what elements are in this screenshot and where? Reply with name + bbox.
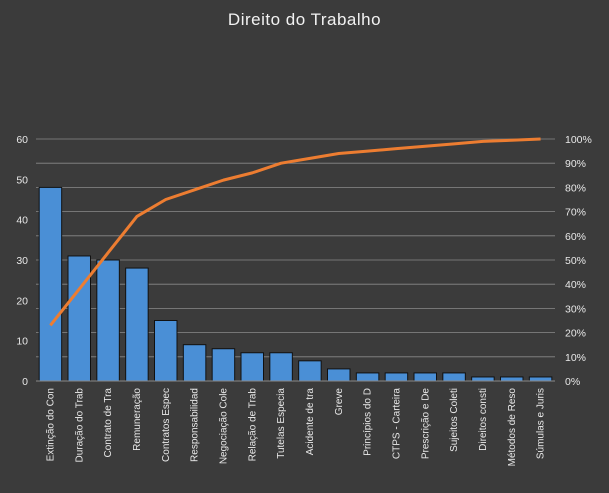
bar xyxy=(528,376,553,382)
category-label: Duração do Trab xyxy=(74,388,85,463)
category-label: Contrato de Tra xyxy=(103,388,114,458)
left-axis-tick-label: 0 xyxy=(22,376,28,388)
right-axis-tick-label: 0% xyxy=(565,376,580,388)
category-label: Remuneração xyxy=(132,388,143,451)
category-label: Responsabilidad xyxy=(190,388,201,462)
right-axis-tick-label: 40% xyxy=(565,279,586,291)
category-label: Greve xyxy=(334,388,345,416)
cumulative-line xyxy=(49,137,541,327)
category-label: Princípios do D xyxy=(363,388,374,456)
bar xyxy=(500,376,524,382)
bar xyxy=(125,267,149,382)
category-label: Métodos de Reso xyxy=(507,388,518,467)
right-axis-tick-label: 70% xyxy=(565,207,586,219)
bar xyxy=(355,372,380,382)
bar xyxy=(96,259,120,382)
bar xyxy=(413,372,437,382)
category-label: Negociação Cole xyxy=(218,388,229,465)
bar xyxy=(211,348,236,382)
left-axis-tick-label: 30 xyxy=(16,255,28,267)
left-axis-tick-label: 60 xyxy=(16,134,28,146)
bar xyxy=(384,372,409,382)
bar xyxy=(38,186,63,382)
right-axis-tick-label: 60% xyxy=(565,231,586,243)
right-axis-tick-label: 10% xyxy=(565,352,586,364)
bar xyxy=(154,320,178,382)
left-axis-tick-label: 40 xyxy=(16,215,28,227)
bar xyxy=(67,255,91,382)
bar xyxy=(327,368,351,382)
category-label: Sujeitos Coleti xyxy=(449,388,460,452)
category-label: Extinção do Con xyxy=(45,388,56,461)
category-label: Súmulas e Juris xyxy=(536,388,547,459)
category-label: Contratos Espec xyxy=(161,388,172,462)
category-label: CTPS - Carteira xyxy=(391,388,402,460)
right-axis-tick-label: 100% xyxy=(565,134,592,146)
category-label: Acidente de tra xyxy=(305,388,316,456)
category-label: Relação de Trab xyxy=(247,388,258,462)
bar xyxy=(269,352,293,382)
category-label: Tutelas Especia xyxy=(276,388,287,459)
bar xyxy=(442,372,466,382)
bar xyxy=(182,344,207,382)
right-axis-tick-label: 20% xyxy=(565,328,586,340)
right-axis-tick-label: 50% xyxy=(565,255,586,267)
left-axis-tick-label: 10 xyxy=(16,336,28,348)
bar xyxy=(240,352,264,382)
chart-title: Direito do Trabalho xyxy=(227,10,382,29)
category-label: Direitos consti xyxy=(478,388,489,451)
bar xyxy=(298,360,322,382)
bar xyxy=(471,376,495,382)
left-axis-tick-label: 20 xyxy=(16,295,28,307)
right-axis-tick-label: 30% xyxy=(565,303,586,315)
right-axis-tick-label: 80% xyxy=(565,182,586,194)
left-axis-tick-label: 50 xyxy=(16,174,28,186)
right-axis-tick-label: 90% xyxy=(565,158,586,170)
category-label: Prescrição e De xyxy=(420,388,431,460)
